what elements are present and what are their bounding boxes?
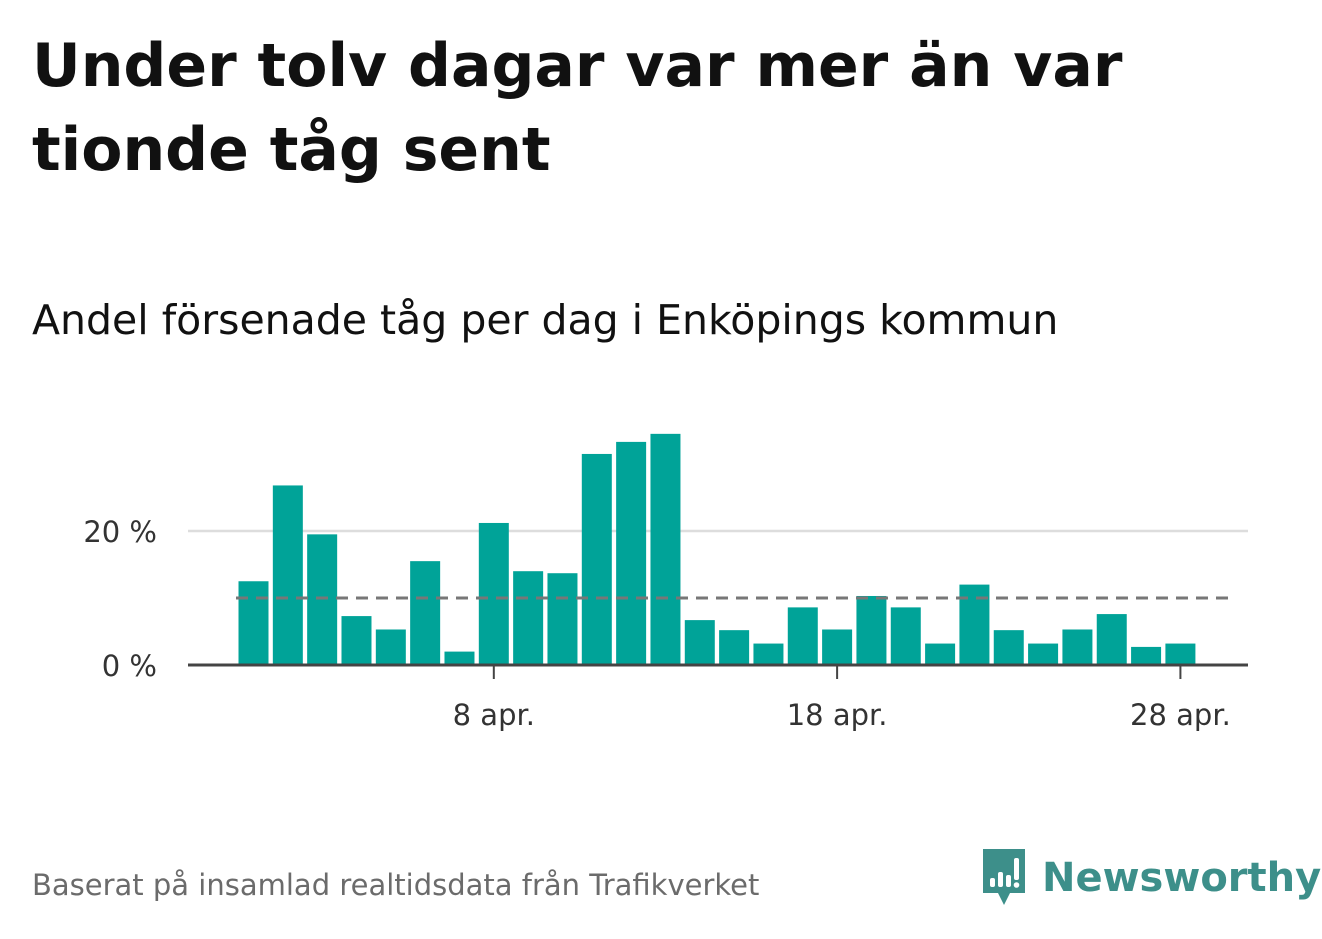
newsworthy-logo-text: Newsworthy <box>1042 855 1322 901</box>
bar-apr-1 <box>238 581 269 665</box>
bar-apr-28 <box>1165 643 1196 665</box>
bar-apr-10 <box>547 573 578 665</box>
bar-apr-20 <box>890 607 921 665</box>
newsworthy-logo[interactable]: Newsworthy <box>980 846 1321 910</box>
x-tick-label: 28 apr. <box>1130 698 1231 732</box>
headline: Under tolv dagar var mer än var tionde t… <box>32 31 1123 185</box>
bar-apr-19 <box>856 595 887 665</box>
bar-apr-11 <box>581 453 612 665</box>
bar-chart: 0 % 20 % 8 apr. 18 apr. 28 apr. <box>83 433 1248 732</box>
bar-apr-5 <box>375 629 406 665</box>
bar-apr-27 <box>1131 646 1162 665</box>
x-tick-label: 18 apr. <box>787 698 888 732</box>
bar-apr-14 <box>684 620 715 665</box>
bar-apr-24 <box>1028 643 1059 665</box>
y-tick-label: 20 % <box>83 515 157 549</box>
chart-subtitle: Andel försenade tåg per dag i Enköpings … <box>32 296 1059 344</box>
bar-apr-21 <box>925 643 956 665</box>
newsworthy-logo-icon <box>983 849 1025 905</box>
bar-apr-15 <box>719 630 750 665</box>
bar-apr-25 <box>1062 629 1093 665</box>
bar-apr-12 <box>616 441 647 665</box>
x-tick-label: 8 apr. <box>453 698 535 732</box>
bar-apr-6 <box>410 561 441 665</box>
bar-apr-3 <box>307 534 338 665</box>
source-note: Baserat på insamlad realtidsdata från Tr… <box>32 868 760 902</box>
bar-apr-16 <box>753 643 784 665</box>
y-tick-label: 0 % <box>102 649 157 683</box>
bar-apr-23 <box>993 630 1024 665</box>
bar-apr-26 <box>1096 614 1127 665</box>
bar-apr-7 <box>444 651 475 665</box>
bar-apr-8 <box>478 522 509 665</box>
bar-apr-4 <box>341 616 372 665</box>
bar-apr-9 <box>513 571 544 665</box>
bar-apr-2 <box>272 485 303 665</box>
bar-apr-13 <box>650 433 681 665</box>
bar-apr-18 <box>822 629 853 665</box>
bar-apr-17 <box>787 607 818 665</box>
